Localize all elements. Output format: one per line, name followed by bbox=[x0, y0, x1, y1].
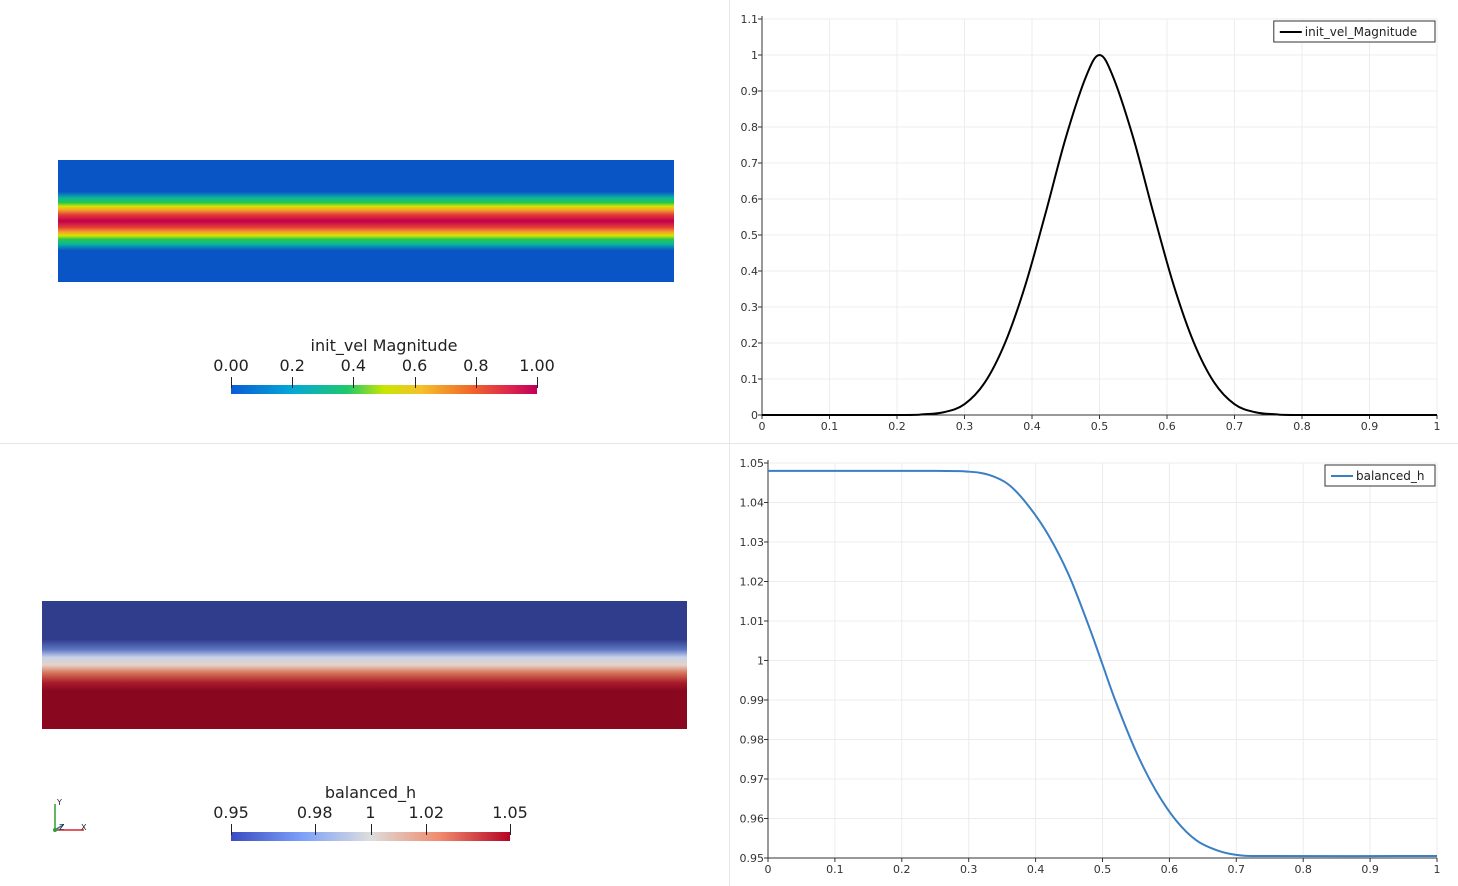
y-tick-label: 0.6 bbox=[741, 193, 759, 206]
y-tick-label: 0.4 bbox=[741, 265, 759, 278]
init-vel-scalar-bar-tick-mark bbox=[353, 377, 354, 388]
x-tick-label: 0.9 bbox=[1361, 420, 1379, 433]
triad-z-label: Z bbox=[59, 823, 65, 832]
render-view-init-vel[interactable]: init_vel Magnitude 0.00 0.2 0.4 0.6 0.8 1.00 bbox=[0, 0, 729, 443]
x-tick-label: 0.5 bbox=[1091, 420, 1109, 433]
y-tick-label: 0.9 bbox=[741, 85, 759, 98]
legend-label: balanced_h bbox=[1356, 469, 1424, 483]
y-tick-label: 1 bbox=[751, 49, 758, 62]
y-tick-label: 1.01 bbox=[740, 615, 765, 628]
y-tick-label: 1.04 bbox=[740, 497, 765, 510]
y-tick-label: 0.96 bbox=[740, 813, 765, 826]
y-tick-label: 1 bbox=[757, 655, 764, 668]
series-line-init_vel_Magnitude bbox=[761, 53, 1438, 417]
balanced-h-colorbar bbox=[231, 832, 510, 841]
y-tick-label: 0.1 bbox=[741, 373, 759, 386]
y-tick-label: 1.05 bbox=[740, 457, 765, 470]
x-tick-label: 0.7 bbox=[1228, 863, 1246, 876]
init-vel-scalar-bar-tick-mark bbox=[231, 377, 232, 388]
init-vel-field-svg bbox=[58, 160, 674, 394]
x-tick-label: 1 bbox=[1434, 420, 1441, 433]
view-divider-vertical[interactable] bbox=[729, 0, 730, 886]
balanced-h-scalar-bar-tick-mark bbox=[315, 824, 316, 835]
y-tick-label: 0.5 bbox=[741, 229, 759, 242]
y-tick-label: 1.1 bbox=[741, 13, 759, 26]
x-tick-label: 0.2 bbox=[888, 420, 906, 433]
init-vel-scalar-bar-tick-label: 0.00 bbox=[213, 356, 249, 375]
x-tick-label: 0.3 bbox=[956, 420, 974, 433]
render-view-balanced-h[interactable]: Y X Z balanced_h 0.95 0.98 1 1.02 1.05 bbox=[0, 444, 729, 886]
init-vel-scalar-bar-tick-label: 0.4 bbox=[340, 356, 367, 375]
x-tick-label: 0.7 bbox=[1226, 420, 1244, 433]
line-chart-view-balanced-h[interactable]: 0 0.1 0.2 0.3 0.4 0.5 0.6 0.7 0.8 0.9 1 0.95 0.96 0.9… bbox=[730, 444, 1458, 886]
legend-box bbox=[1273, 20, 1436, 43]
x-tick-label: 0 bbox=[765, 863, 772, 876]
balanced-h-field-svg: Y X Z bbox=[42, 601, 687, 841]
x-tick-label: 1 bbox=[1434, 863, 1441, 876]
init-vel-scalar-bar-title: init_vel Magnitude bbox=[310, 336, 458, 355]
balanced-h-scalar-bar-tick-label: 1.05 bbox=[492, 803, 528, 822]
y-tick-label: 0.8 bbox=[741, 121, 759, 134]
balanced-h-scalar-bar-tick-label: 1 bbox=[365, 803, 376, 822]
balanced-h-scalar-bar-title: balanced_h bbox=[324, 783, 417, 802]
x-tick-label: 0.5 bbox=[1094, 863, 1112, 876]
x-tick-label: 0.3 bbox=[960, 863, 978, 876]
y-tick-label: 0.7 bbox=[741, 157, 759, 170]
y-tick-label: 0.2 bbox=[741, 337, 759, 350]
balanced-h-scalar-bar-tick-mark bbox=[426, 824, 427, 835]
y-tick-label: 0.95 bbox=[740, 852, 765, 865]
axes-triad: Y X Z bbox=[53, 798, 87, 832]
x-tick-label: 0.6 bbox=[1158, 420, 1176, 433]
series-line-balanced_h bbox=[767, 469, 1438, 858]
balanced-h-line-chart: 0 0.1 0.2 0.3 0.4 0.5 0.6 0.7 0.8 0.9 1 0.95 0.96 0.9… bbox=[740, 457, 1441, 876]
balanced-h-scalar-bar-tick-label: 0.95 bbox=[213, 803, 249, 822]
init-vel-scalar-bar-tick-label: 0.2 bbox=[279, 356, 305, 375]
init-vel-scalar-bar-tick-mark bbox=[292, 377, 293, 388]
init-vel-scalar-bar-tick-mark bbox=[415, 377, 416, 388]
x-tick-label: 0.4 bbox=[1027, 863, 1045, 876]
y-tick-label: 0 bbox=[751, 409, 758, 422]
x-tick-label: 0 bbox=[759, 420, 766, 433]
init-vel-scalar-bar-tick-mark bbox=[476, 377, 477, 388]
y-tick-label: 0.98 bbox=[740, 734, 765, 747]
balanced-h-field bbox=[42, 601, 687, 729]
x-tick-label: 0.9 bbox=[1361, 863, 1379, 876]
line-chart-view-init-vel[interactable]: 0 0.1 0.2 0.3 0.4 0.5 0.6 0.7 0.8 0.9 1 0 0.1 0.2 0.3 0… bbox=[730, 0, 1458, 443]
x-tick-label: 0.8 bbox=[1293, 420, 1311, 433]
balanced-h-scalar-bar-tick-label: 1.02 bbox=[408, 803, 445, 822]
x-tick-label: 0.4 bbox=[1023, 420, 1041, 433]
y-tick-label: 0.97 bbox=[740, 773, 765, 786]
init-vel-line-chart: 0 0.1 0.2 0.3 0.4 0.5 0.6 0.7 0.8 0.9 1 0 0.1 0.2 0.3 0… bbox=[741, 13, 1441, 433]
balanced-h-scalar-bar-tick-mark bbox=[231, 824, 232, 835]
x-tick-label: 0.1 bbox=[826, 863, 844, 876]
balanced-h-scalar-bar-tick-mark bbox=[510, 824, 511, 835]
init-vel-scalar-bar-tick-label: 0.6 bbox=[401, 356, 428, 375]
init-vel-field bbox=[58, 160, 674, 282]
x-tick-label: 0.1 bbox=[821, 420, 839, 433]
y-tick-label: 1.03 bbox=[740, 536, 765, 549]
x-tick-label: 0.2 bbox=[893, 863, 911, 876]
y-tick-label: 1.02 bbox=[740, 576, 765, 589]
init-vel-scalar-bar-tick-mark bbox=[537, 377, 538, 388]
x-tick-label: 0.8 bbox=[1294, 863, 1312, 876]
init-vel-scalar-bar-tick-label: 0.8 bbox=[463, 356, 489, 375]
balanced-h-scalar-bar-tick-label: 0.98 bbox=[296, 803, 333, 822]
y-tick-label: 0.3 bbox=[741, 301, 759, 314]
legend-label: init_vel_Magnitude bbox=[1305, 25, 1417, 39]
balanced-h-scalar-bar-tick-mark bbox=[371, 824, 372, 835]
triad-y-label: Y bbox=[56, 798, 62, 807]
legend-box bbox=[1324, 464, 1436, 487]
triad-x-label: X bbox=[81, 823, 87, 832]
x-tick-label: 0.6 bbox=[1161, 863, 1179, 876]
init-vel-colorbar bbox=[231, 385, 537, 394]
y-tick-label: 0.99 bbox=[740, 694, 765, 707]
init-vel-scalar-bar-tick-label: 1.00 bbox=[519, 356, 555, 375]
